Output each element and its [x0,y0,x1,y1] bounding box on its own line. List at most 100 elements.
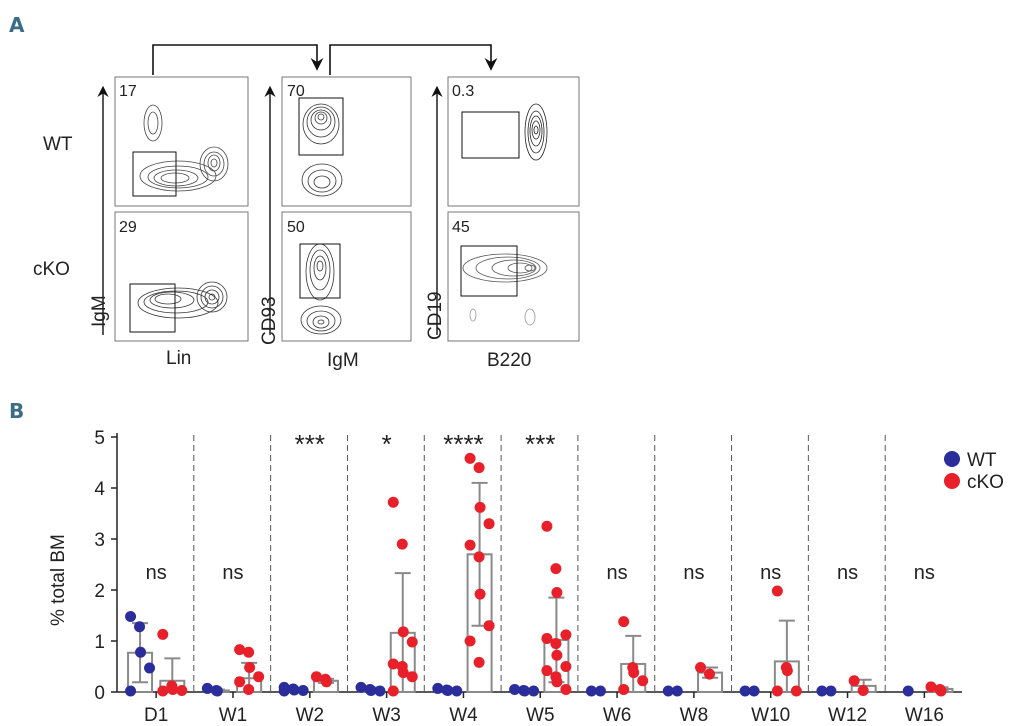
data-point [201,682,213,694]
gating-arrows [152,44,498,75]
panel-b: B % total BM 0 1 2 3 4 5 D1 ns W1 ns W2 *** W3 * W4 ***… [9,399,1004,726]
significance-label: **** [443,429,483,459]
data-point [473,551,485,563]
legend-marker-cko [944,473,960,489]
flow-x-label: Lin [166,348,191,369]
gate-value: 45 [452,219,470,236]
data-point [628,667,640,679]
data-point [935,685,947,697]
x-tick-label: W6 [603,705,632,726]
data-point [397,626,409,638]
flow-plot-col-1: 17 29 [89,76,249,369]
x-tick-label: W16 [905,705,944,726]
contour-population [137,281,228,319]
data-point [464,635,476,647]
gate [129,283,176,333]
data-point [374,685,386,697]
data-point [473,656,485,668]
flow-plot-col-3: 0.3 45 CD19 B220 [425,76,580,371]
data-point [473,462,485,474]
significance-label: ns [837,562,858,584]
data-point [739,685,751,697]
data-point [618,616,630,628]
data-point [451,685,463,697]
data-point [550,638,562,650]
data-point [211,685,223,697]
flow-plot-frame [447,211,580,342]
data-point [771,585,783,597]
y-tick-label: 0 [94,683,105,704]
flow-plot-frame [114,76,249,207]
data-point [848,675,860,687]
x-tick-label: W10 [751,705,790,726]
gate [132,151,177,197]
data-point [748,685,760,697]
legend-marker-wt [944,451,960,467]
data-point [167,683,179,695]
data-point [695,662,707,674]
x-tick-label: W4 [449,705,478,726]
significance-label: ns [760,562,781,584]
significance-label: ns [683,562,704,584]
flow-plot-frame [281,211,412,342]
data-point [387,685,399,697]
flow-x-label: B220 [487,350,531,371]
gate-value: 17 [119,83,137,100]
contour-population [462,253,548,326]
panel-a-letter: A [9,13,25,37]
data-point [551,649,563,661]
gate [461,111,520,159]
data-point [560,683,572,695]
data-point [134,621,146,633]
significance-label: ns [607,562,628,584]
y-axis-label: % total BM [48,534,69,626]
x-tick-label: W5 [526,705,555,726]
data-point [704,668,716,680]
data-point [594,685,606,697]
contour-population [524,103,548,161]
data-point [509,683,521,695]
flow-plot-col-2: 70 50 [259,76,412,371]
flow-y-label: IgM [89,295,110,327]
data-point [365,684,377,696]
data-point [397,667,409,679]
data-point [925,681,937,693]
data-point [585,685,597,697]
data-point [551,587,563,599]
data-point [278,685,290,697]
data-point [662,685,674,697]
data-point [243,646,255,658]
data-point [541,665,553,677]
data-point [288,684,300,696]
data-point [464,539,476,551]
panel-b-letter: B [9,399,24,423]
gating-arrow-2 [329,44,498,75]
data-point [790,685,802,697]
flow-plot-frame [114,211,249,342]
x-tick-label: W8 [680,705,709,726]
data-point [474,501,486,513]
data-point [157,628,169,640]
row-label-cko: cKO [33,259,70,280]
row-label-wt: WT [43,134,73,155]
data-point [135,646,147,658]
data-point [902,685,914,697]
legend: WT cKO [944,450,1004,493]
significance-label: *** [525,429,555,459]
data-point [234,644,246,656]
data-point [243,683,255,695]
gate [299,243,341,299]
data-point [310,671,322,683]
flow-x-label: IgM [327,350,359,371]
data-point [320,676,332,688]
data-point [406,671,418,683]
x-tick-label: D1 [144,705,168,726]
gate [460,245,518,297]
data-point [637,675,649,687]
significance-label: ns [914,562,935,584]
data-point [519,685,531,697]
gate-value: 0.3 [452,83,474,100]
data-point [432,682,444,694]
significance-label: ns [146,562,167,584]
chart: 0 1 2 3 4 5 D1 ns W1 ns W2 *** W3 * W4 **** W5 *** W6 ns W8 n… [94,428,962,726]
